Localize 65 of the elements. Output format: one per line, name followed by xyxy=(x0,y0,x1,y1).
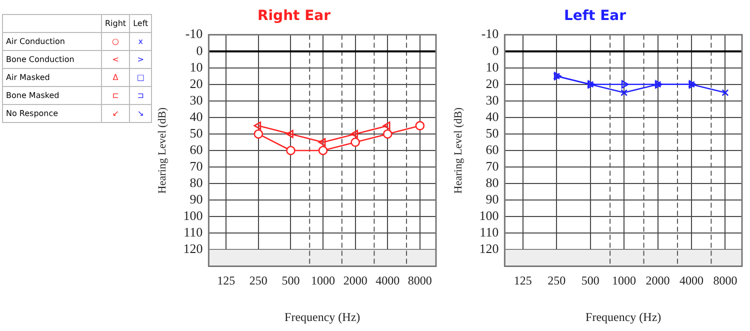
text: x xyxy=(138,37,143,46)
y-tick-label: 120 xyxy=(479,241,499,256)
y-tick-label: 40 xyxy=(190,108,203,124)
text: ⊏ xyxy=(112,91,119,100)
x-tick-label: 8000 xyxy=(408,274,432,288)
y-tick-label: 0 xyxy=(492,42,499,58)
y-tick-label: 10 xyxy=(190,59,203,74)
category-label: Bone Masked xyxy=(6,91,60,100)
y-tick-label: -10 xyxy=(185,26,203,42)
chart-title: Right Ear xyxy=(257,8,331,24)
y-tick-label: -10 xyxy=(481,26,499,42)
y-tick-label: 30 xyxy=(190,92,203,108)
y-tick-label: 50 xyxy=(190,125,203,140)
y-tick-label: 100 xyxy=(479,208,499,224)
x-tick-label: 250 xyxy=(249,274,268,288)
y-tick-label: 120 xyxy=(183,241,203,256)
chart-title: Left Ear xyxy=(564,8,626,24)
y-tick-label: 110 xyxy=(184,224,203,240)
y-tick-label: 20 xyxy=(486,76,499,91)
x-tick-label: 250 xyxy=(548,274,566,288)
y-tick-label: 90 xyxy=(190,192,203,207)
text: ⊐ xyxy=(137,91,144,100)
x-tick-label: 2000 xyxy=(343,274,368,288)
y-tick-label: 40 xyxy=(486,108,499,124)
y-tick-label: 50 xyxy=(486,125,499,140)
y-tick-label: 30 xyxy=(486,92,499,108)
text: ○ xyxy=(112,37,120,46)
text: < xyxy=(112,55,119,64)
text: □ xyxy=(136,73,144,82)
category-label: Bone Conduction xyxy=(6,55,74,64)
x-tick-label: 125 xyxy=(217,274,236,288)
y-axis-title: Hearing Level (dB) xyxy=(156,107,168,194)
text: > xyxy=(137,55,144,64)
y-tick-label: 80 xyxy=(190,174,203,190)
y-tick-label: 60 xyxy=(190,142,203,157)
text: ↙ xyxy=(112,109,119,118)
x-tick-label: 2000 xyxy=(646,274,670,288)
y-tick-label: 60 xyxy=(486,142,499,157)
x-tick-label: 500 xyxy=(581,274,600,288)
x-tick-label: 125 xyxy=(514,274,532,288)
category-label: Air Conduction xyxy=(6,37,65,46)
y-tick-label: 70 xyxy=(486,158,499,174)
text: ↘ xyxy=(137,109,144,118)
y-tick-label: 100 xyxy=(183,208,203,224)
y-tick-label: 70 xyxy=(190,158,203,174)
x-tick-label: 4000 xyxy=(679,274,704,288)
x-tick-label: 8000 xyxy=(713,274,738,288)
x-axis-title: Frequency (Hz) xyxy=(586,310,662,324)
y-tick-label: 0 xyxy=(196,42,203,58)
text: Δ xyxy=(112,73,118,82)
y-tick-label: 80 xyxy=(486,174,499,190)
x-tick-label: 500 xyxy=(282,274,300,288)
y-tick-label: 110 xyxy=(480,224,499,240)
y-tick-label: 90 xyxy=(486,192,499,207)
category-label: Left xyxy=(130,14,152,32)
y-tick-label: 20 xyxy=(190,76,203,91)
x-tick-label: 1000 xyxy=(311,274,336,288)
x-axis-title: Frequency (Hz) xyxy=(284,310,360,324)
x-tick-label: 1000 xyxy=(612,274,636,288)
y-axis-title: Hearing Level (dB) xyxy=(452,107,464,194)
category-label: Right xyxy=(102,14,130,32)
y-tick-label: 10 xyxy=(486,59,499,74)
category-label: No Responce xyxy=(6,109,58,118)
x-tick-label: 4000 xyxy=(376,274,400,288)
category-label: Air Masked xyxy=(6,73,50,82)
